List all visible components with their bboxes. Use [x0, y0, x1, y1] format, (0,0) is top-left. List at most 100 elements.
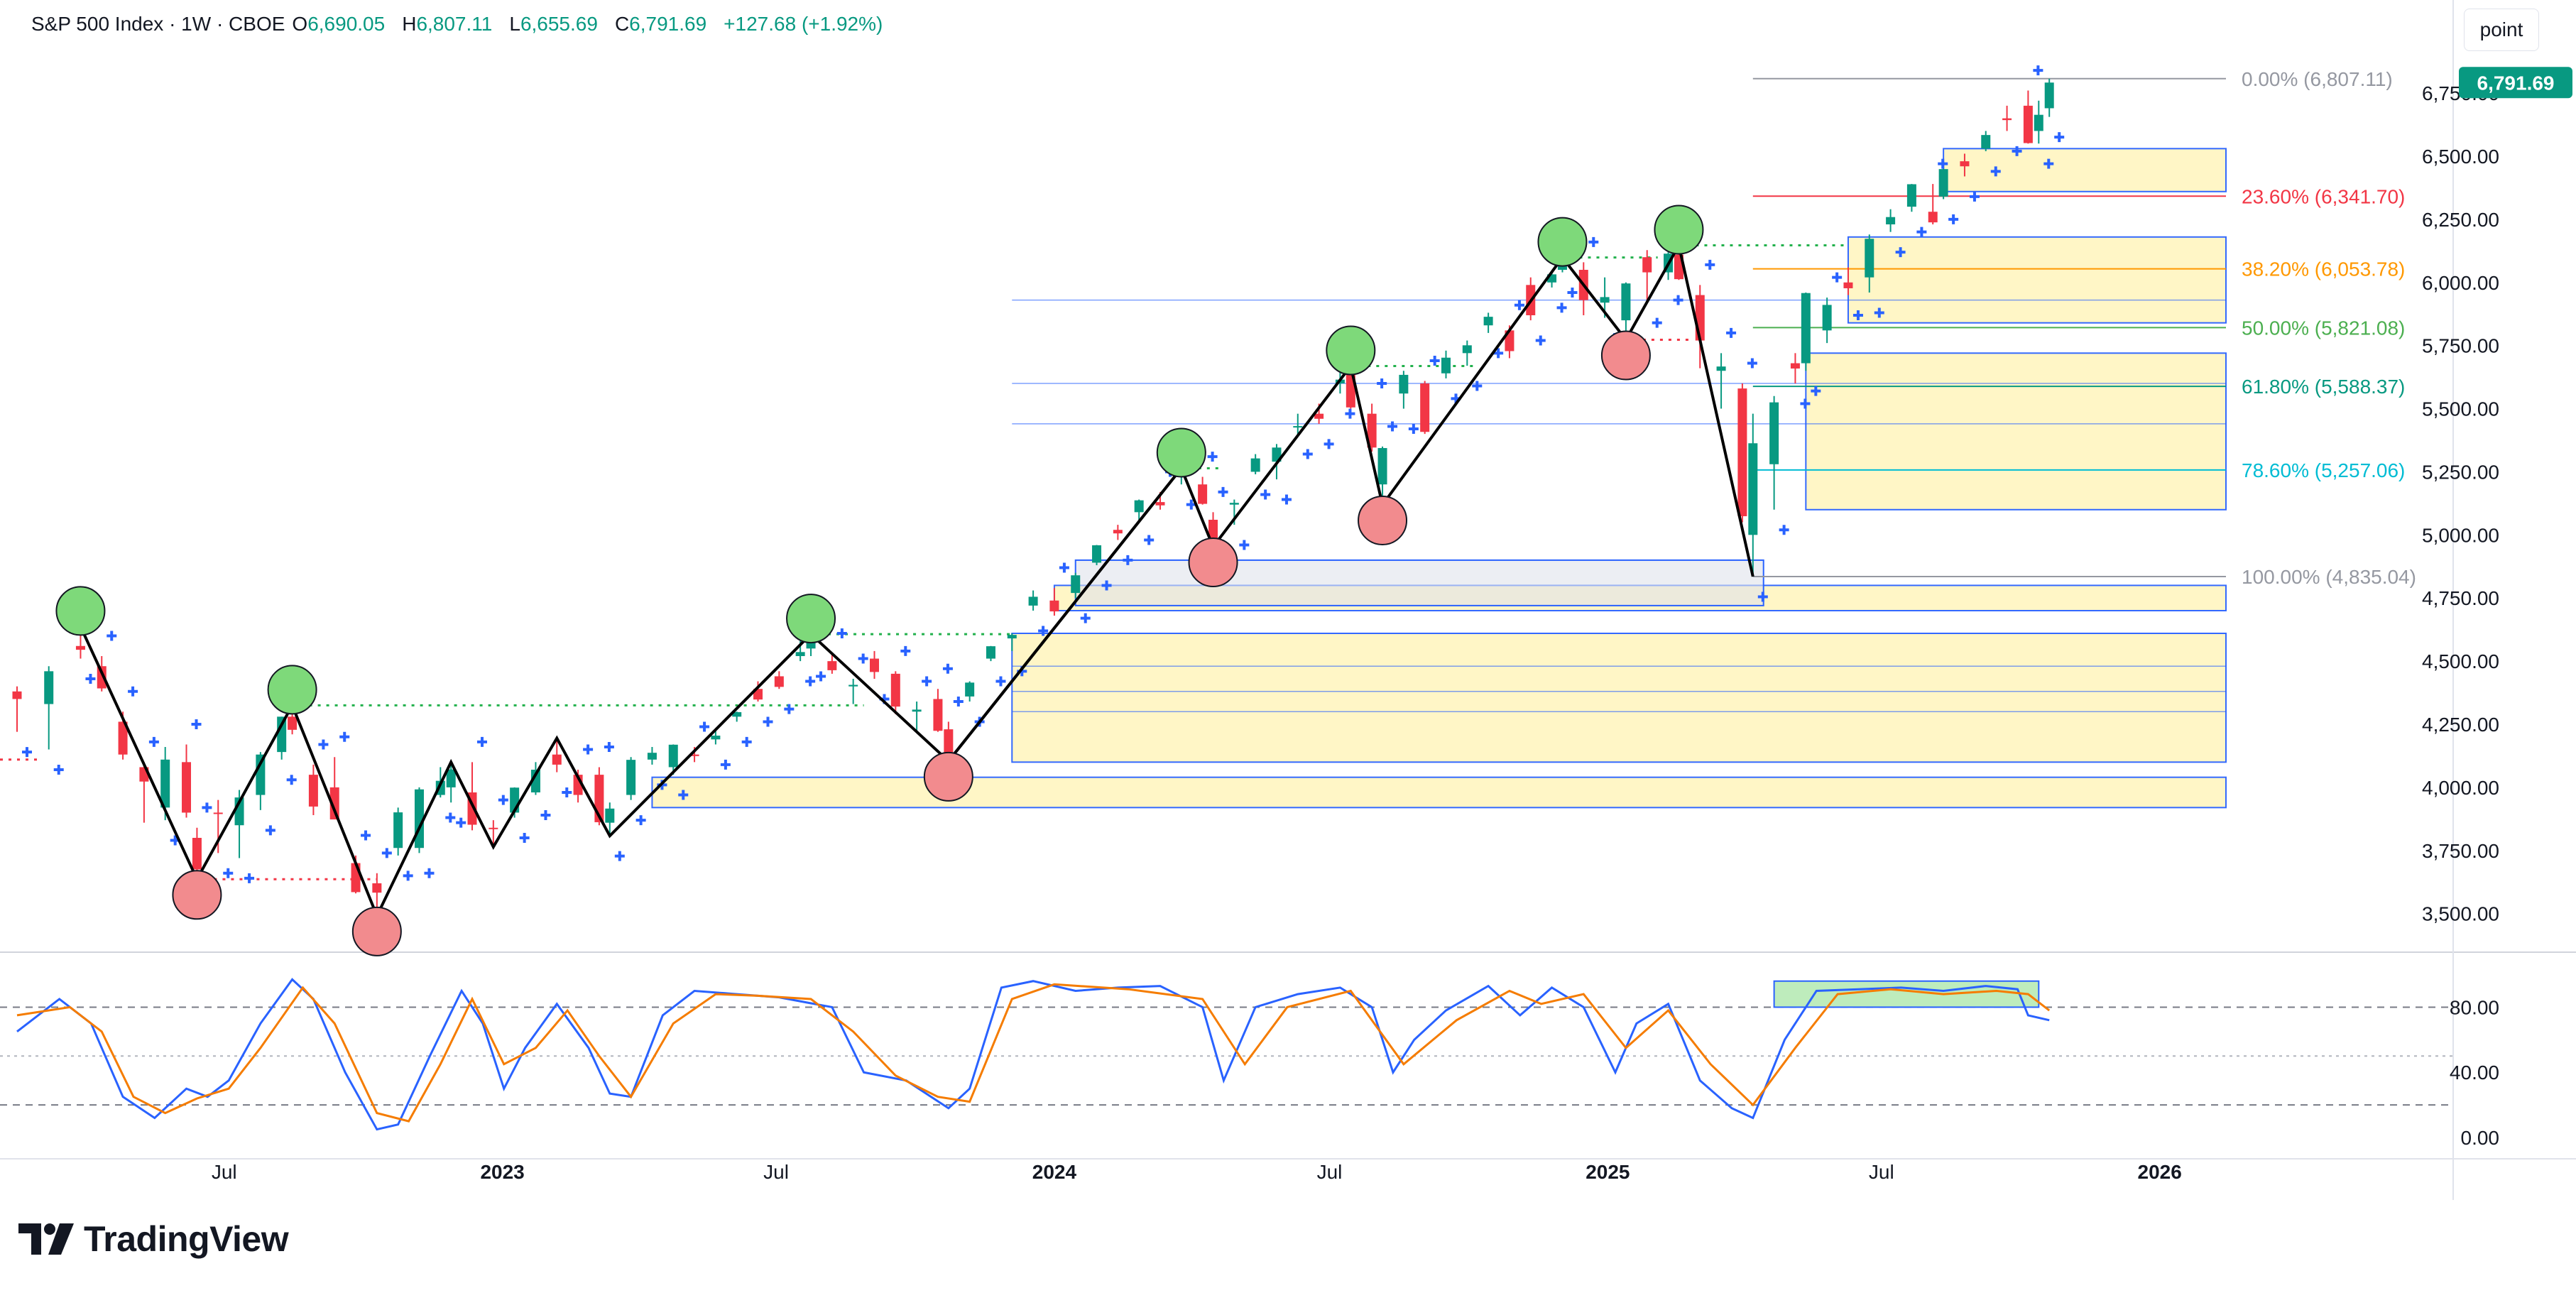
candle-down	[1737, 388, 1747, 517]
candle-down	[753, 689, 763, 700]
order-block-zone	[1074, 559, 1764, 606]
psar-dot	[265, 825, 275, 836]
psar-dot	[128, 686, 138, 697]
candle-up	[732, 711, 742, 717]
candle-down	[118, 721, 128, 755]
psar-dot	[635, 815, 646, 826]
psar-dot	[1567, 288, 1578, 298]
candle-down	[774, 676, 784, 687]
grid-layer	[0, 0, 2576, 1200]
psar-dot	[805, 676, 816, 687]
candle-up	[1250, 458, 1260, 472]
candle-down	[1790, 363, 1800, 369]
psar-dot	[836, 628, 847, 638]
tradingview-logo[interactable]: TradingView	[18, 1218, 289, 1260]
psar-dot	[1493, 348, 1504, 359]
psar-dot	[1535, 335, 1546, 346]
open-label: O	[292, 13, 308, 35]
psar-dot	[763, 716, 773, 727]
candle-up	[1981, 135, 1991, 149]
y-tick-label: 4,000.00	[2422, 777, 2499, 799]
psar-dot	[604, 742, 614, 752]
symbol-legend: S&P 500 Index · 1W · CBOE O6,690.05 H6,8…	[31, 13, 883, 36]
stoch-d-line	[16, 983, 2051, 1123]
psar-dot	[1377, 378, 1387, 388]
fib-level-label: 38.20% (6,053.78)	[2242, 258, 2405, 280]
candle-up	[647, 753, 657, 760]
psar-dot	[995, 676, 1006, 687]
candle-up	[1229, 503, 1239, 505]
psar-dot	[784, 704, 795, 714]
candle-down	[192, 838, 202, 870]
psar-dot	[1080, 613, 1091, 623]
candle-down	[1928, 212, 1938, 223]
psar-dot	[1218, 486, 1228, 497]
symbol-title[interactable]: S&P 500 Index · 1W · CBOE	[31, 13, 285, 35]
candle-up	[912, 709, 922, 712]
psar-dot	[1588, 236, 1599, 247]
open-value: 6,690.05	[307, 13, 386, 35]
candle-down	[1198, 484, 1208, 504]
psar-dot	[953, 697, 964, 706]
candle-up	[1441, 357, 1451, 373]
candle-up	[1801, 293, 1811, 364]
psar-dot	[1123, 555, 1133, 565]
candle-down	[489, 827, 498, 829]
swing-high-marker	[1326, 325, 1376, 376]
candle-up	[1906, 184, 1916, 207]
candle-down	[213, 812, 223, 814]
psar-dot	[424, 868, 435, 878]
psar-dot	[540, 810, 551, 820]
psar-dot	[498, 795, 508, 805]
psar-dot	[1938, 158, 1948, 169]
candle-up	[1886, 217, 1896, 224]
price-scale-unit-button[interactable]: point	[2464, 9, 2539, 51]
stoch-k-line	[16, 978, 2050, 1131]
fvg-zones-layer	[651, 148, 2227, 809]
fvg-zone	[1011, 633, 2227, 763]
candle-up	[1716, 366, 1726, 371]
psar-dot	[2012, 146, 2022, 156]
zigzag-layer	[79, 241, 1754, 920]
fib-level-label: 23.60% (6,341.70)	[2242, 185, 2405, 207]
psar-dot	[1895, 247, 1906, 258]
psar-dot	[202, 802, 212, 813]
candle-up	[1547, 274, 1557, 283]
candle-down	[1314, 413, 1324, 419]
candles-layer[interactable]	[12, 78, 2054, 916]
candle-up	[2044, 82, 2054, 109]
axes-layer: 3,500.00 3,750.00 4,000.00 4,250.00 4,500.00…	[212, 67, 2572, 1183]
candle-down	[2023, 105, 2033, 143]
candle-down	[1113, 530, 1123, 534]
y-tick-label: 3,750.00	[2422, 840, 2499, 862]
y-tick-label: 5,000.00	[2422, 524, 2499, 546]
swing-high-marker	[1156, 427, 1206, 478]
y-tick-label: 6,250.00	[2422, 209, 2499, 231]
candle-down	[329, 787, 339, 820]
candle-down	[2002, 118, 2012, 121]
candle-up	[1748, 443, 1758, 535]
y-tick-label: 5,250.00	[2422, 461, 2499, 483]
fib-level-label: 100.00% (4,835.04)	[2242, 566, 2416, 588]
candle-up	[530, 770, 540, 792]
candle-up	[1134, 500, 1144, 513]
psar-dot	[477, 736, 488, 747]
psar-dot	[1916, 227, 1927, 237]
y-tick-label: 4,500.00	[2422, 650, 2499, 672]
psar-dot	[741, 736, 752, 747]
x-tick-label: Jul	[763, 1161, 789, 1183]
psar-dot	[107, 631, 117, 641]
candle-up	[1293, 426, 1303, 428]
candle-down	[1367, 413, 1377, 448]
psar-dot	[2054, 132, 2065, 143]
candle-down	[869, 658, 879, 672]
psar-dot	[1239, 540, 1250, 550]
psar-dot	[191, 719, 202, 729]
candle-up	[1071, 575, 1081, 594]
psar-dot	[1811, 386, 1821, 396]
candle-up	[1399, 374, 1409, 394]
stochastic-oscillator-pane[interactable]	[0, 978, 2453, 1131]
candle-down	[1155, 502, 1165, 506]
candle-down	[288, 716, 298, 730]
